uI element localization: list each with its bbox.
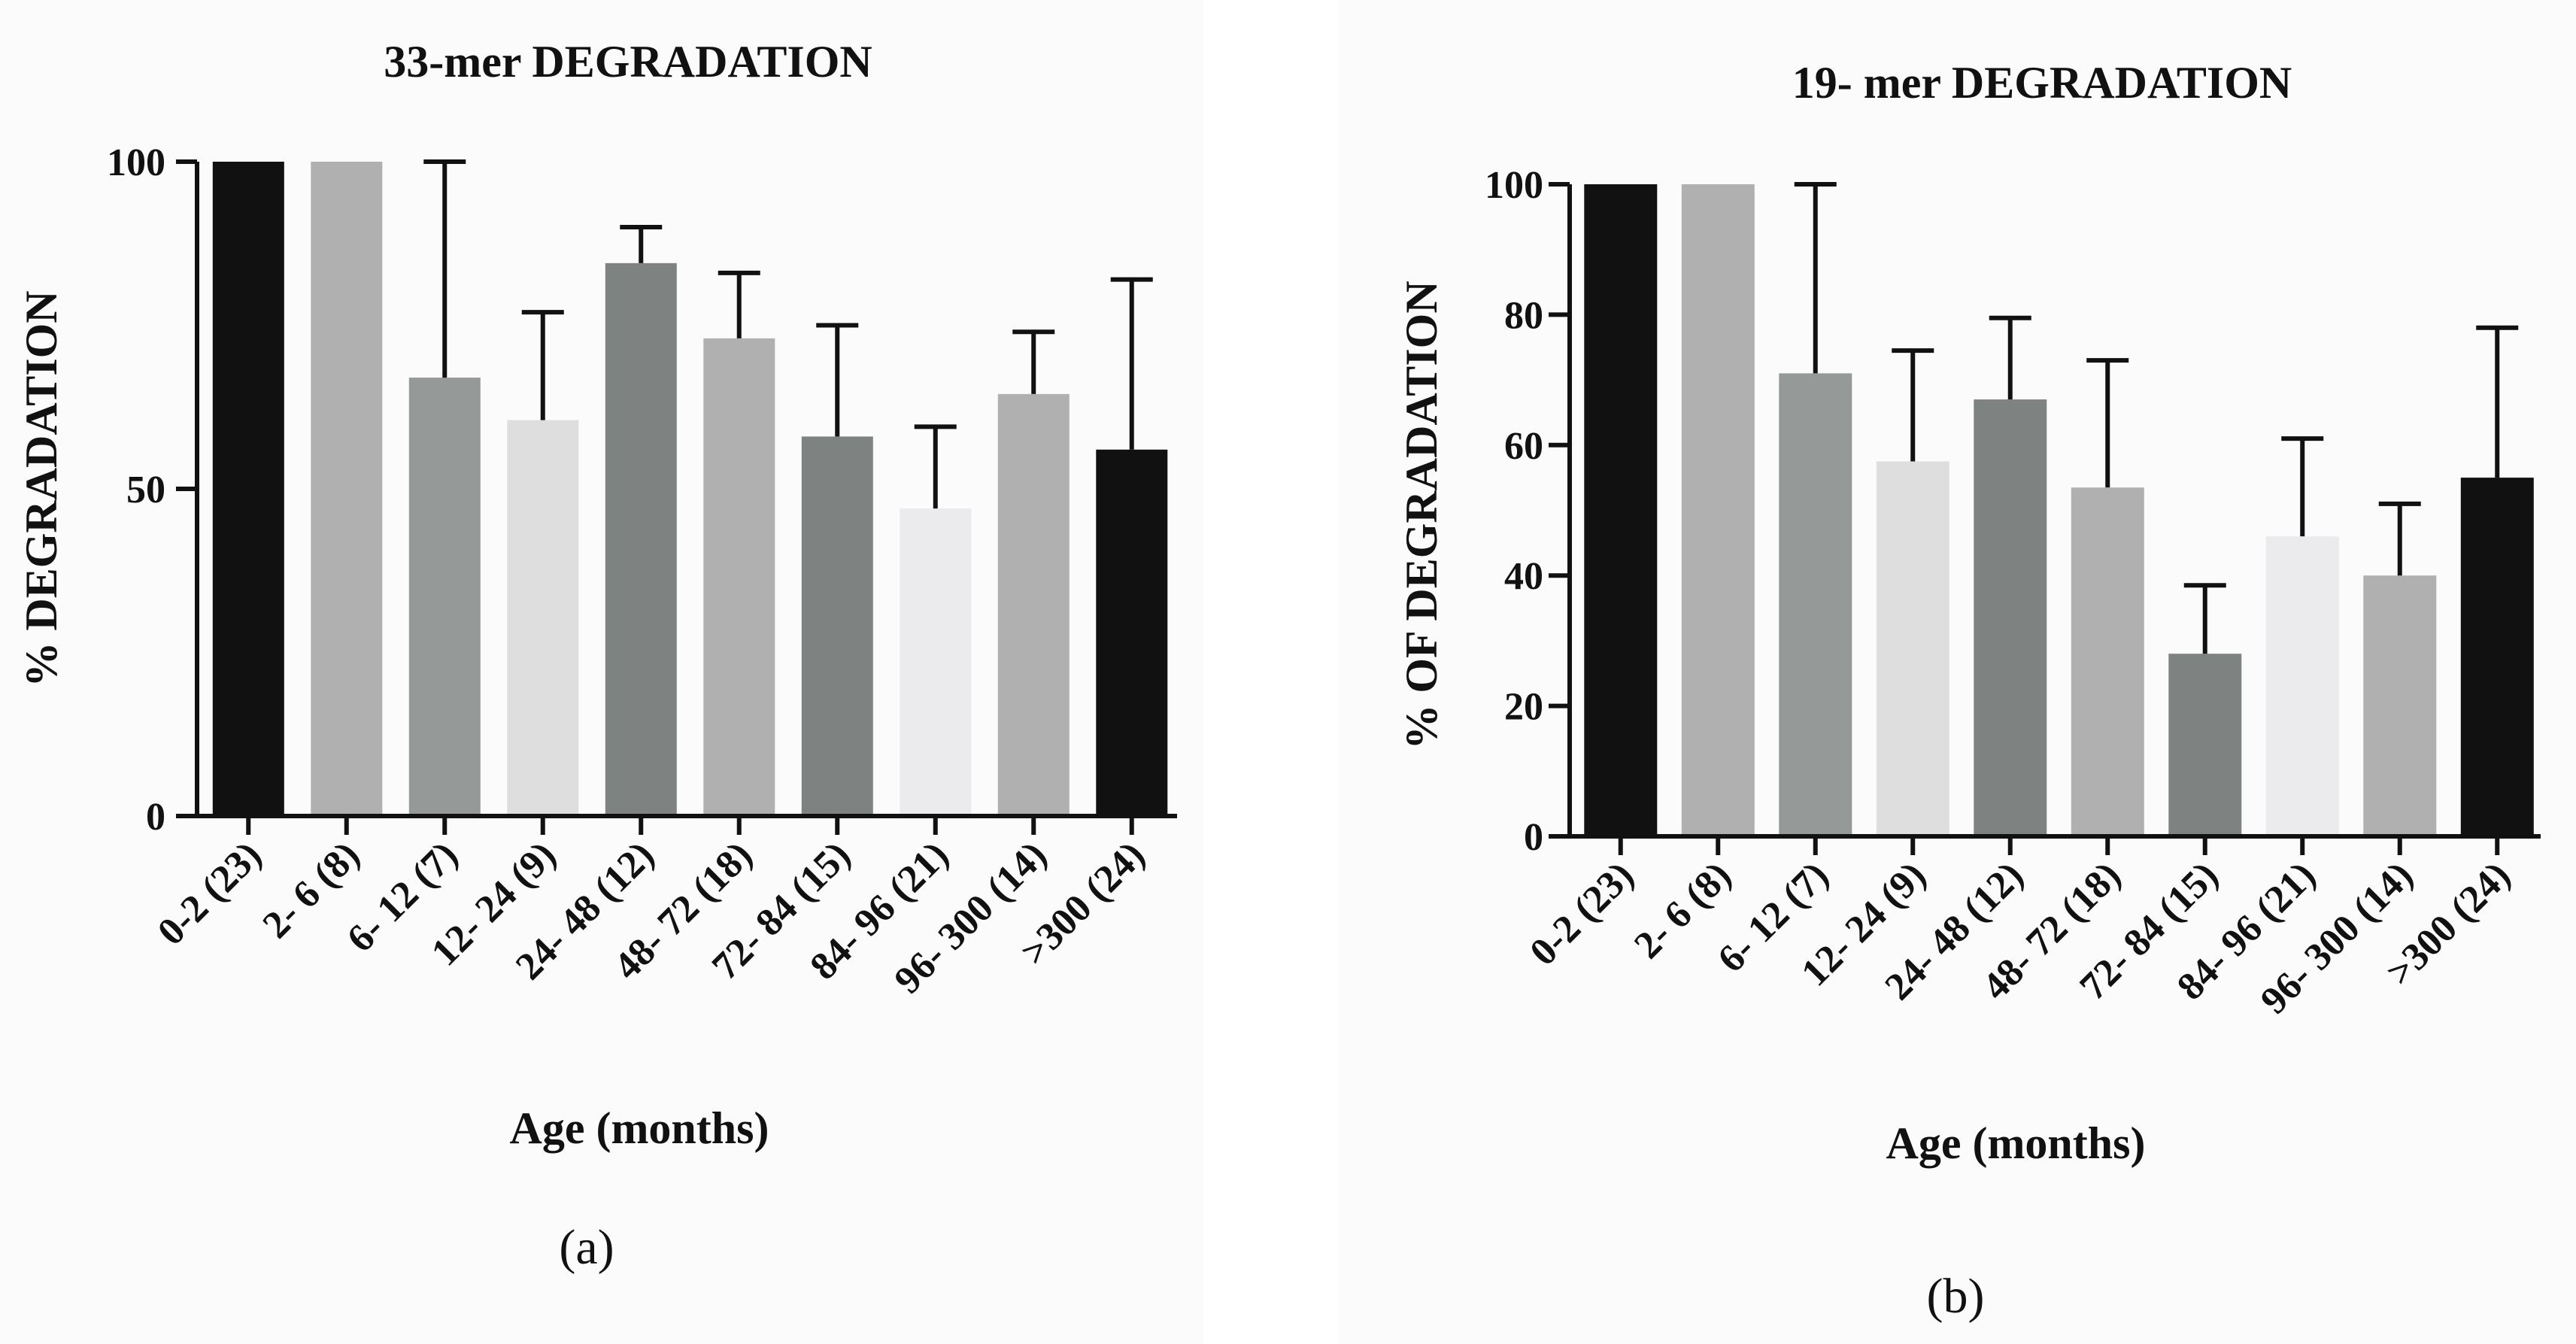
chart-b-bar-4 bbox=[1974, 399, 2047, 836]
chart-a-y-tick-label-0: 0 bbox=[146, 796, 165, 839]
chart-a-bar-6 bbox=[801, 436, 873, 816]
chart-b-bar-8 bbox=[2363, 575, 2437, 836]
chart-a-bar-5 bbox=[703, 338, 775, 816]
chart-a-bar-3 bbox=[507, 420, 579, 816]
chart-b-error-bars bbox=[1794, 182, 2519, 654]
chart-b-title: 19- mer DEGRADATION bbox=[1792, 58, 2292, 108]
chart-a-error-bars bbox=[423, 159, 1153, 509]
chart-panel-b: 19- mer DEGRADATION % OF DEGRADATION Age… bbox=[1339, 0, 2576, 1344]
chart-b-bar-0 bbox=[1584, 184, 1658, 836]
chart-b-axes bbox=[1567, 184, 2541, 839]
chart-b-bar-2 bbox=[1779, 373, 1852, 836]
chart-a-title: 33-mer DEGRADATION bbox=[384, 37, 872, 86]
chart-a-x-axis-title: Age (months) bbox=[510, 1103, 769, 1153]
chart-b-y-tick-label-0: 0 bbox=[1524, 816, 1543, 859]
chart-a-bar-7 bbox=[900, 508, 972, 816]
chart-a-y-axis-title: % DEGRADATION bbox=[17, 290, 66, 687]
chart-b-bar-7 bbox=[2265, 536, 2339, 836]
chart-a-bar-2 bbox=[408, 378, 481, 817]
chart-b-y-tick-label-4: 80 bbox=[1504, 294, 1543, 337]
chart-a-bar-9 bbox=[1096, 449, 1168, 816]
chart-b-y-tick-label-3: 60 bbox=[1504, 425, 1543, 468]
chart-b-y-axis-title: % OF DEGRADATION bbox=[1397, 281, 1446, 749]
chart-b-y-ticks: 0 20 40 60 80 100 bbox=[1485, 164, 1570, 859]
chart-b-bar-6 bbox=[2168, 654, 2242, 836]
chart-a-panel-label: (a) bbox=[559, 1220, 614, 1275]
chart-a-y-tick-label-2: 100 bbox=[107, 141, 165, 184]
chart-b-y-tick-label-1: 20 bbox=[1504, 686, 1543, 729]
chart-b-bar-9 bbox=[2460, 478, 2534, 836]
chart-a-bar-8 bbox=[997, 393, 1070, 816]
chart-b-y-tick-label-5: 100 bbox=[1485, 164, 1543, 207]
chart-b-x-axis-title: Age (months) bbox=[1886, 1118, 2146, 1168]
chart-b-bars bbox=[1584, 184, 2534, 836]
chart-a-y-ticks: 0 50 100 bbox=[107, 141, 197, 839]
chart-a-bars bbox=[212, 162, 1168, 817]
chart-a-bar-4 bbox=[605, 262, 677, 816]
chart-b-bar-3 bbox=[1876, 461, 1949, 836]
chart-b-bar-1 bbox=[1681, 184, 1755, 836]
chart-b-bar-5 bbox=[2071, 487, 2144, 836]
chart-b-panel-label: (b) bbox=[1927, 1269, 1985, 1324]
chart-b-y-tick-label-2: 40 bbox=[1504, 555, 1543, 598]
chart-a-y-tick-label-1: 50 bbox=[126, 469, 165, 511]
chart-a-bar-1 bbox=[311, 162, 383, 816]
chart-a-bar-0 bbox=[212, 162, 284, 816]
chart-panel-a: 33-mer DEGRADATION % DEGRADATION Age (mo… bbox=[0, 0, 1203, 1344]
